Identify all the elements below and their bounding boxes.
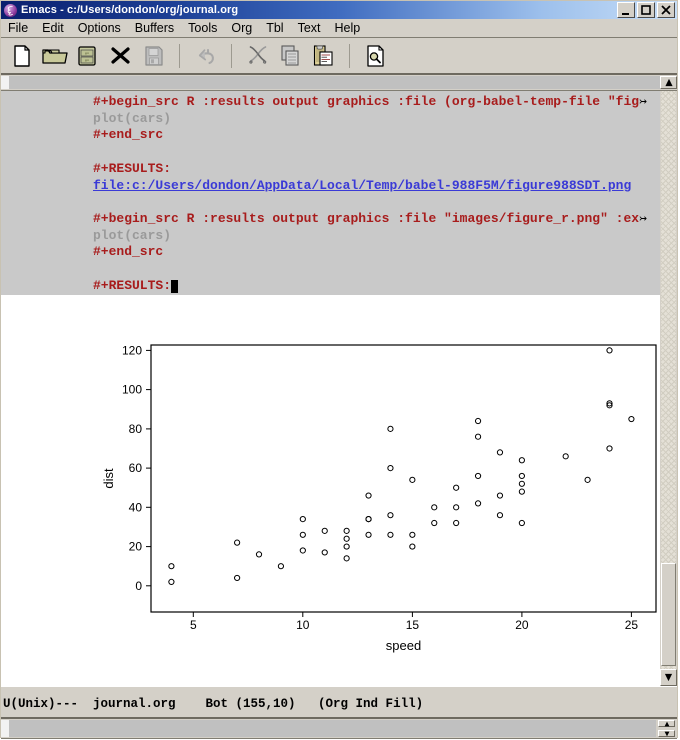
svg-text:60: 60	[129, 461, 143, 475]
svg-text:100: 100	[122, 383, 142, 397]
svg-text:40: 40	[129, 500, 143, 514]
svg-text:dist: dist	[101, 468, 116, 489]
svg-text:speed: speed	[386, 638, 421, 653]
svg-text:0: 0	[135, 579, 142, 593]
svg-text:120: 120	[122, 343, 142, 357]
svg-text:10: 10	[296, 618, 310, 632]
svg-text:15: 15	[406, 618, 420, 632]
svg-text:20: 20	[129, 540, 143, 554]
svg-text:25: 25	[625, 618, 639, 632]
svg-text:80: 80	[129, 422, 143, 436]
svg-text:5: 5	[190, 618, 197, 632]
svg-text:20: 20	[515, 618, 529, 632]
